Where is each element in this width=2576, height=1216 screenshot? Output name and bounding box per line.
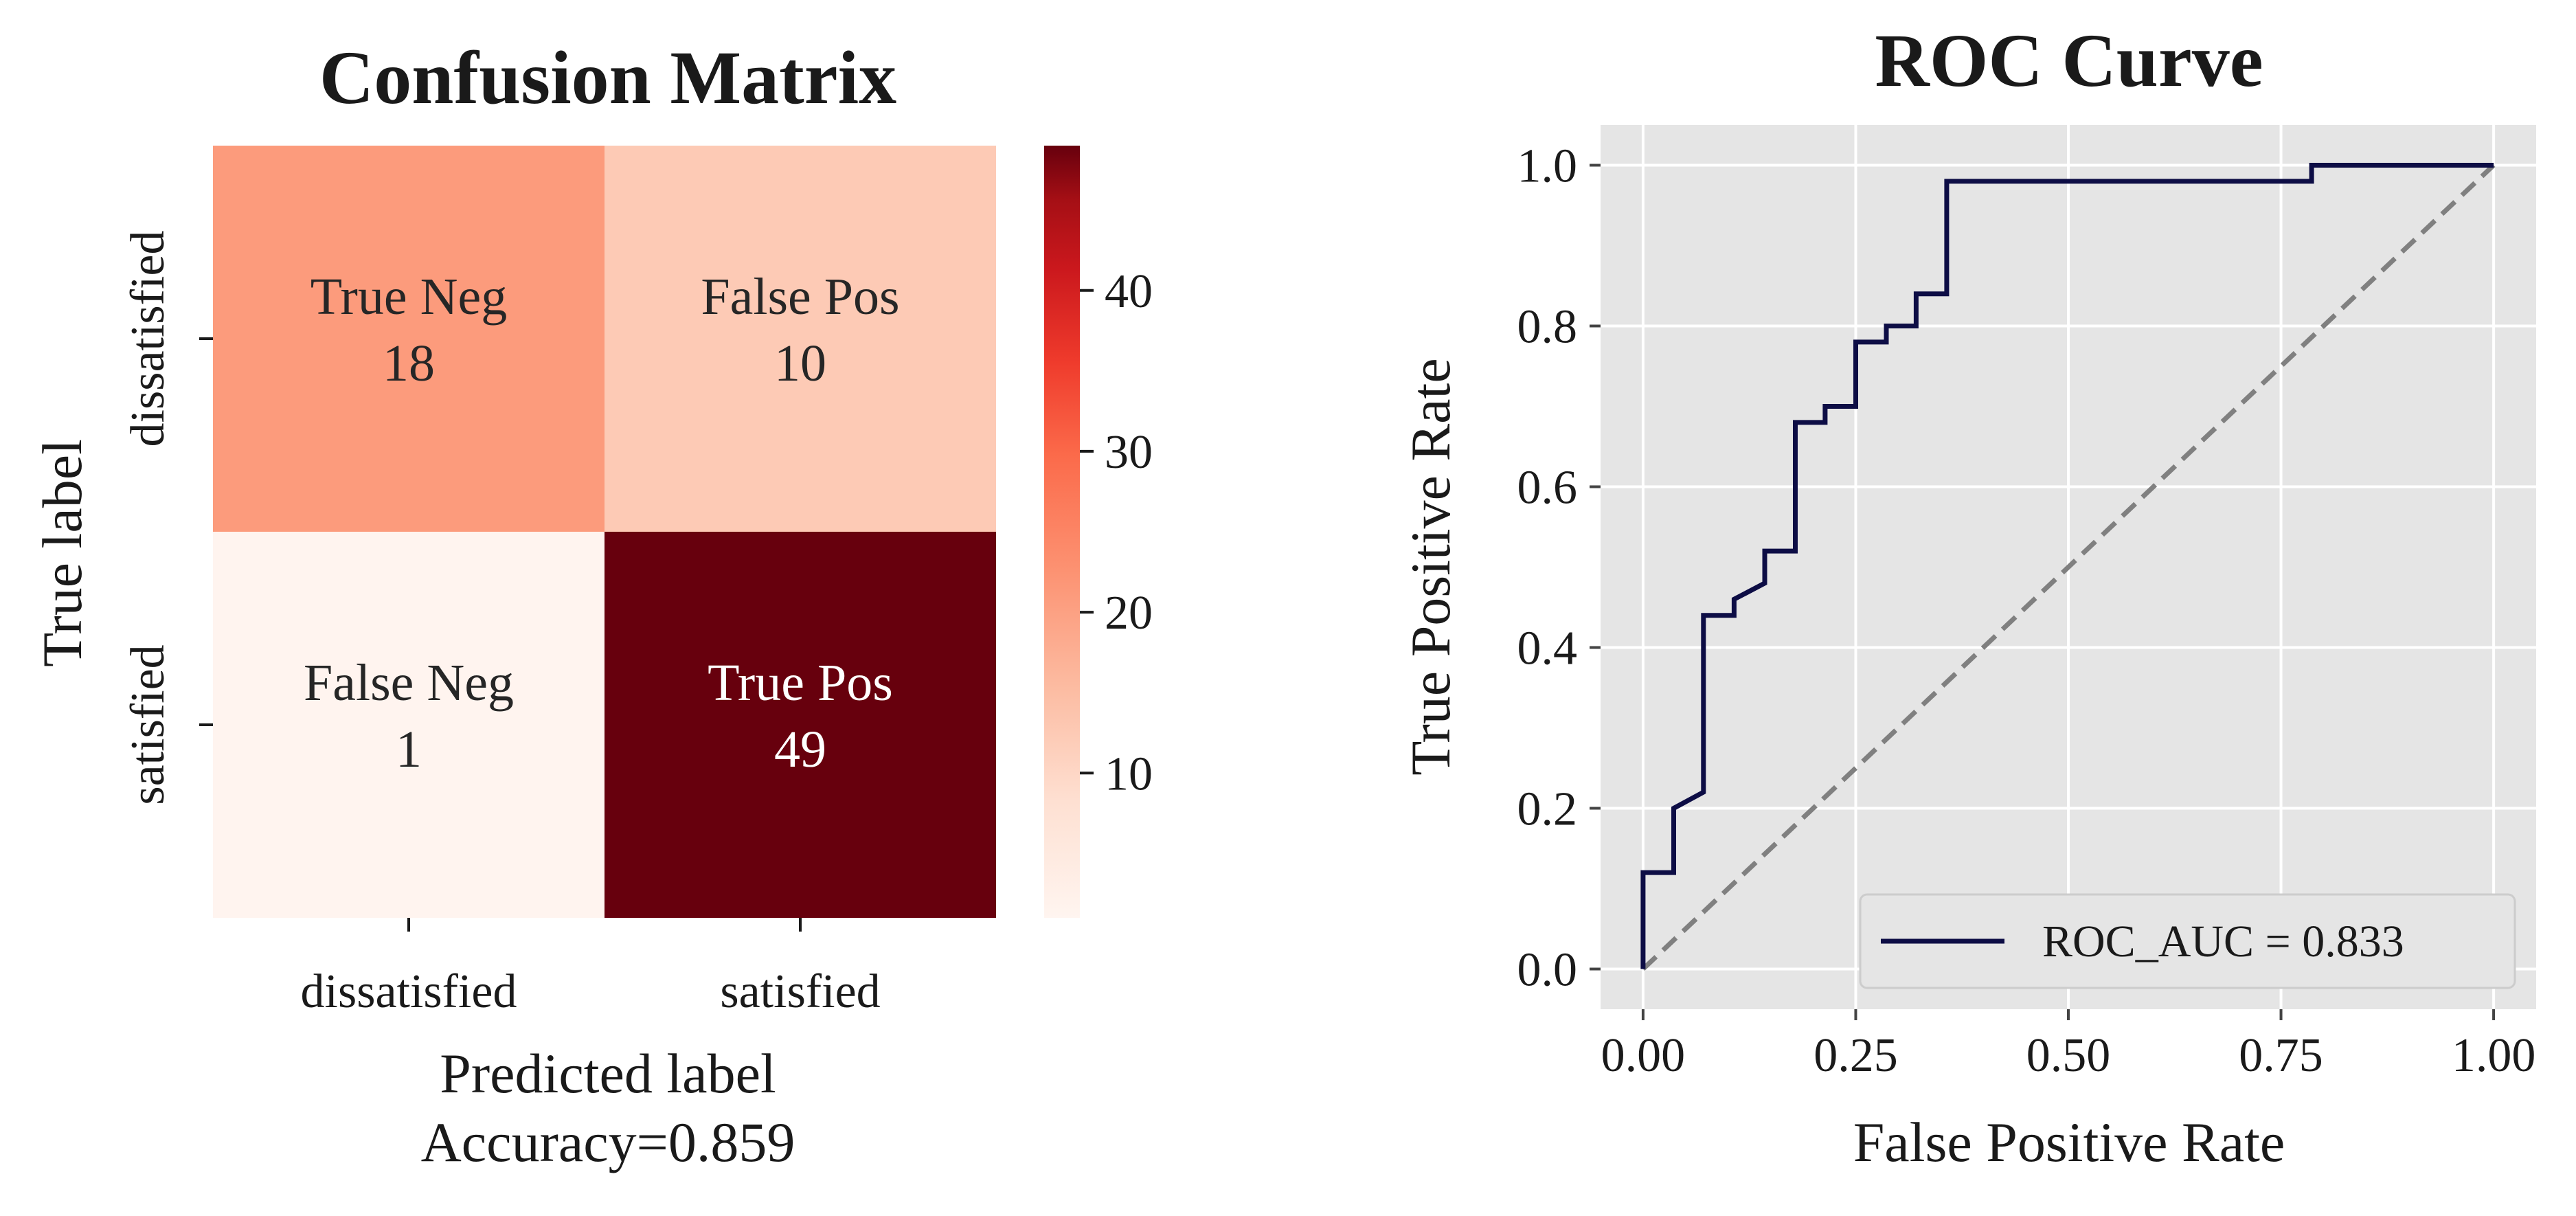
cm-x-tick-label: satisfied (720, 965, 880, 1018)
roc-y-tick-label: 0.2 (1517, 783, 1578, 836)
cm-colorbar-bar (1044, 146, 1080, 918)
cm-y-tick-label: dissatisfied (122, 231, 174, 447)
cm-colorbar-tick-label: 20 (1105, 587, 1153, 640)
cm-accuracy-note: Accuracy=0.859 (421, 1111, 795, 1173)
roc-x-tick-label: 0.50 (2026, 1029, 2111, 1082)
cm-cell-label: True Neg (310, 268, 507, 326)
roc-xlabel: False Positive Rate (1853, 1111, 2285, 1173)
roc-lines (1640, 163, 2496, 971)
cm-cell (213, 532, 605, 918)
cm-cell (213, 146, 605, 532)
cm-x-tick-label: dissatisfied (301, 965, 517, 1018)
cm-title: Confusion Matrix (319, 36, 896, 120)
cm-cell (605, 146, 996, 532)
cm-colorbar-tick-label: 30 (1105, 426, 1153, 479)
roc-y-tick-label: 0.8 (1517, 301, 1578, 354)
roc-x-tick-label: 0.25 (1814, 1029, 1898, 1082)
roc-ylabel: True Positive Rate (1399, 358, 1462, 775)
cm-y-tick-label: satisfied (122, 644, 174, 804)
roc-x-tick-label: 0.00 (1601, 1029, 1686, 1082)
cm-cells: True Neg 18 False Pos 10 False Neg 1 True Pos 4… (213, 146, 996, 918)
roc-legend: ROC_AUC = 0.833 (1859, 893, 2516, 989)
cm-cell-label: True Pos (708, 654, 893, 712)
cm-cell-value: 49 (774, 721, 826, 778)
roc-x-tick-label: 1.00 (2452, 1029, 2536, 1082)
roc-reference-line (1641, 163, 2496, 971)
cm-cell (605, 532, 996, 918)
cm-colorbar-tick-label: 40 (1105, 265, 1153, 318)
roc-legend-box (1859, 893, 2516, 989)
cm-cell-value: 10 (774, 335, 826, 392)
cm-axes: dissatisfied satisfied dissatisfied satisfi… (122, 231, 881, 1018)
roc-y-tick-label: 0.0 (1517, 944, 1578, 997)
roc-y-tick-label: 0.6 (1517, 462, 1578, 515)
roc-y-tick-label: 1.0 (1517, 140, 1578, 193)
roc-panel: ROC Curve 0.00 0.25 0.50 0.75 1.000.00.20.40… (1399, 19, 2536, 1173)
cm-cell-value: 18 (383, 335, 435, 392)
roc-ticks: 0.00 0.25 0.50 0.75 1.00 0.0 0.2 0.4 0.6 0.8 1.0 (1517, 140, 2536, 1083)
roc-legend-label: ROC_AUC = 0.833 (2042, 916, 2404, 967)
roc-title: ROC Curve (1875, 19, 2263, 102)
confusion-matrix-panel: Confusion Matrix True Neg 18 False Pos 10 Fa… (31, 36, 1153, 1173)
roc-y-tick-label: 0.4 (1517, 622, 1578, 675)
cm-xlabel: Predicted label (440, 1042, 776, 1105)
cm-ylabel: True label (31, 439, 93, 667)
roc-x-tick-label: 0.75 (2239, 1029, 2323, 1082)
cm-colorbar: 10 20 30 40 (1044, 146, 1153, 918)
roc-series-line (1640, 163, 2494, 969)
cm-cell-label: False Pos (701, 268, 899, 326)
cm-colorbar-tick-label: 10 (1105, 747, 1153, 800)
cm-cell-label: False Neg (304, 654, 514, 712)
cm-cell-value: 1 (396, 721, 422, 778)
